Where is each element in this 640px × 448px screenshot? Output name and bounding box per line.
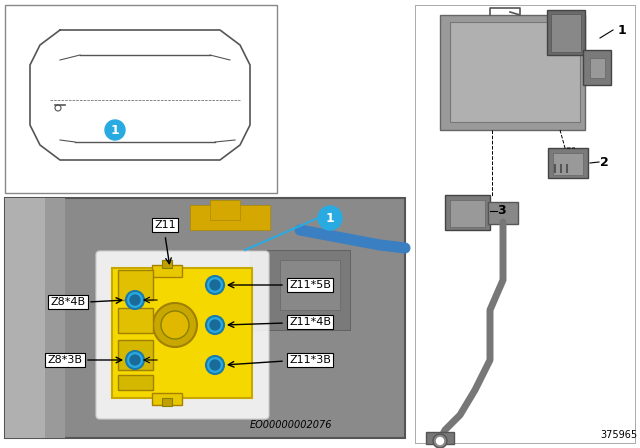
Circle shape [130,295,140,305]
FancyBboxPatch shape [152,393,182,405]
FancyBboxPatch shape [5,198,65,438]
FancyBboxPatch shape [450,22,580,122]
FancyBboxPatch shape [5,5,277,193]
Circle shape [206,276,224,294]
Text: Z11*4B: Z11*4B [289,317,331,327]
FancyBboxPatch shape [152,265,182,277]
FancyBboxPatch shape [450,200,485,227]
FancyBboxPatch shape [5,198,45,438]
Circle shape [153,303,197,347]
Circle shape [126,291,144,309]
Circle shape [433,434,447,448]
Text: 1: 1 [326,211,334,224]
FancyBboxPatch shape [426,432,454,444]
FancyBboxPatch shape [118,270,153,300]
FancyBboxPatch shape [162,260,172,268]
Circle shape [436,438,444,444]
Circle shape [105,120,125,140]
Circle shape [161,311,189,339]
Circle shape [126,351,144,369]
FancyBboxPatch shape [118,308,153,333]
FancyBboxPatch shape [5,198,405,438]
FancyBboxPatch shape [551,14,581,52]
Text: 2: 2 [600,155,609,168]
FancyBboxPatch shape [96,251,269,419]
FancyBboxPatch shape [118,340,153,370]
FancyBboxPatch shape [118,375,153,390]
FancyBboxPatch shape [112,268,252,398]
Text: 1: 1 [111,124,120,137]
FancyBboxPatch shape [547,10,585,55]
Circle shape [210,280,220,290]
Text: 3: 3 [497,203,506,216]
FancyBboxPatch shape [590,58,605,78]
Text: Z11*3B: Z11*3B [289,355,331,365]
FancyBboxPatch shape [548,148,588,178]
Text: Z11: Z11 [154,220,176,230]
FancyBboxPatch shape [488,202,518,224]
Text: 1: 1 [618,23,627,36]
Circle shape [130,355,140,365]
Circle shape [210,320,220,330]
FancyBboxPatch shape [190,205,270,230]
FancyBboxPatch shape [445,195,490,230]
Circle shape [206,356,224,374]
FancyBboxPatch shape [440,15,585,130]
Circle shape [206,316,224,334]
FancyBboxPatch shape [162,398,172,406]
FancyBboxPatch shape [280,260,340,310]
Circle shape [210,360,220,370]
FancyBboxPatch shape [250,250,350,330]
Text: 375965: 375965 [600,430,637,440]
FancyBboxPatch shape [210,200,240,220]
FancyBboxPatch shape [583,50,611,85]
FancyBboxPatch shape [415,5,635,443]
Text: Z8*3B: Z8*3B [47,355,83,365]
FancyBboxPatch shape [553,153,583,175]
Text: Z8*4B: Z8*4B [51,297,86,307]
Circle shape [318,206,342,230]
Text: Z11*5B: Z11*5B [289,280,331,290]
Text: EO00000002076: EO00000002076 [250,420,333,430]
